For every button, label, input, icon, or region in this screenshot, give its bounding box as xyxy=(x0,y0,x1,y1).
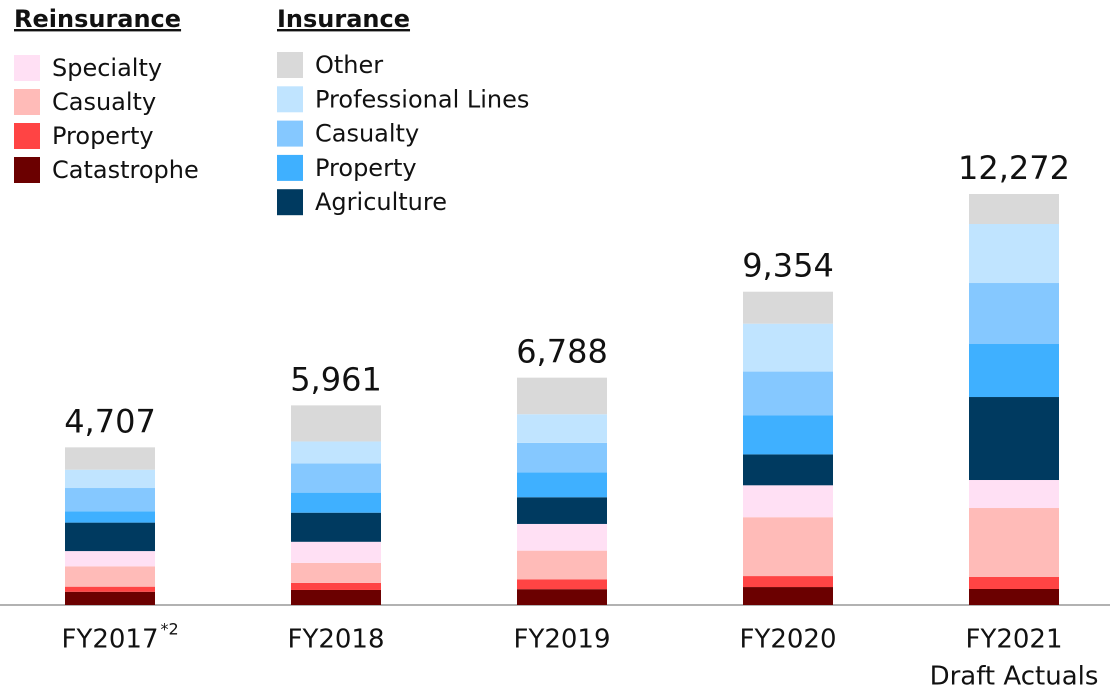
bar-segment xyxy=(969,283,1059,345)
total-label: 4,707 xyxy=(64,402,156,440)
x-tick-label: Draft Actuals xyxy=(930,662,1099,692)
bar-segment xyxy=(65,511,155,523)
footnote-marker: *2 xyxy=(161,620,179,639)
bar-segment xyxy=(743,371,833,416)
bar-segment xyxy=(517,589,607,605)
bar-segment xyxy=(517,497,607,524)
legend-swatch xyxy=(14,157,40,183)
legend-group-title: Insurance xyxy=(277,5,410,33)
bar-segment xyxy=(517,377,607,415)
legend-group-title: Reinsurance xyxy=(14,5,181,33)
x-tick-label: FY2021 xyxy=(965,625,1062,655)
bar-segment xyxy=(291,463,381,493)
total-label: 6,788 xyxy=(516,333,608,371)
bar-segment xyxy=(291,562,381,583)
bar-segment xyxy=(65,586,155,592)
x-tick-label: FY2020 xyxy=(739,625,836,655)
total-label: 12,272 xyxy=(958,149,1070,187)
bar-segment xyxy=(517,414,607,443)
bar-segment xyxy=(291,512,381,542)
legend-swatch xyxy=(277,154,303,181)
legend-swatch xyxy=(277,189,303,216)
bar-segment xyxy=(65,469,155,489)
bar-segment xyxy=(969,480,1059,509)
bar-segment xyxy=(291,492,381,513)
legend-label: Property xyxy=(52,122,154,150)
bar-segment xyxy=(291,582,381,590)
total-label: 5,961 xyxy=(290,360,382,398)
bar-segment xyxy=(743,323,833,372)
bar-segment xyxy=(969,397,1059,481)
legend-label: Catastrophe xyxy=(52,156,199,184)
bar-segment xyxy=(291,589,381,605)
bar-segment xyxy=(517,550,607,580)
bar-segment xyxy=(291,441,381,464)
x-tick-label: FY2017 xyxy=(61,625,158,655)
legend-swatch xyxy=(14,55,40,81)
bar-segment xyxy=(291,541,381,563)
bar-segment xyxy=(969,577,1059,589)
legend-label: Professional Lines xyxy=(315,85,529,113)
legend-swatch xyxy=(14,123,40,149)
legend-swatch xyxy=(277,52,303,78)
bar-segment xyxy=(517,472,607,498)
bar-segment xyxy=(743,454,833,486)
bar-segment xyxy=(291,405,381,442)
x-tick-label: FY2019 xyxy=(513,625,610,655)
bar-segment xyxy=(65,591,155,605)
legend-label: Casualty xyxy=(52,88,156,116)
legend-swatch xyxy=(277,120,303,147)
bar-segment xyxy=(743,485,833,518)
x-tick-label: FY2018 xyxy=(287,625,384,655)
legend-label: Other xyxy=(315,51,383,79)
bar-segment xyxy=(65,566,155,587)
legend-label: Property xyxy=(315,154,417,182)
bar-segment xyxy=(517,442,607,473)
bar-segment xyxy=(743,291,833,324)
bar-segment xyxy=(743,587,833,605)
bar-segment xyxy=(969,344,1059,398)
legend-swatch xyxy=(277,86,303,113)
bar-segment xyxy=(65,488,155,512)
bar-segment xyxy=(743,576,833,588)
legend-swatch xyxy=(14,89,40,115)
legend-label: Casualty xyxy=(315,120,419,148)
bar-segment xyxy=(743,517,833,577)
bar-segment xyxy=(65,522,155,552)
bar-segment xyxy=(65,447,155,470)
bar-segment xyxy=(969,508,1059,578)
legend-label: Agriculture xyxy=(315,188,447,216)
bar-segment xyxy=(65,551,155,567)
legend-label: Specialty xyxy=(52,54,162,82)
bar-segment xyxy=(969,224,1059,284)
total-label: 9,354 xyxy=(742,247,834,285)
bar-segment xyxy=(743,415,833,455)
bar-segment xyxy=(517,579,607,590)
bar-segment xyxy=(969,194,1059,225)
bar-segment xyxy=(517,523,607,551)
bar-segment xyxy=(969,588,1059,605)
